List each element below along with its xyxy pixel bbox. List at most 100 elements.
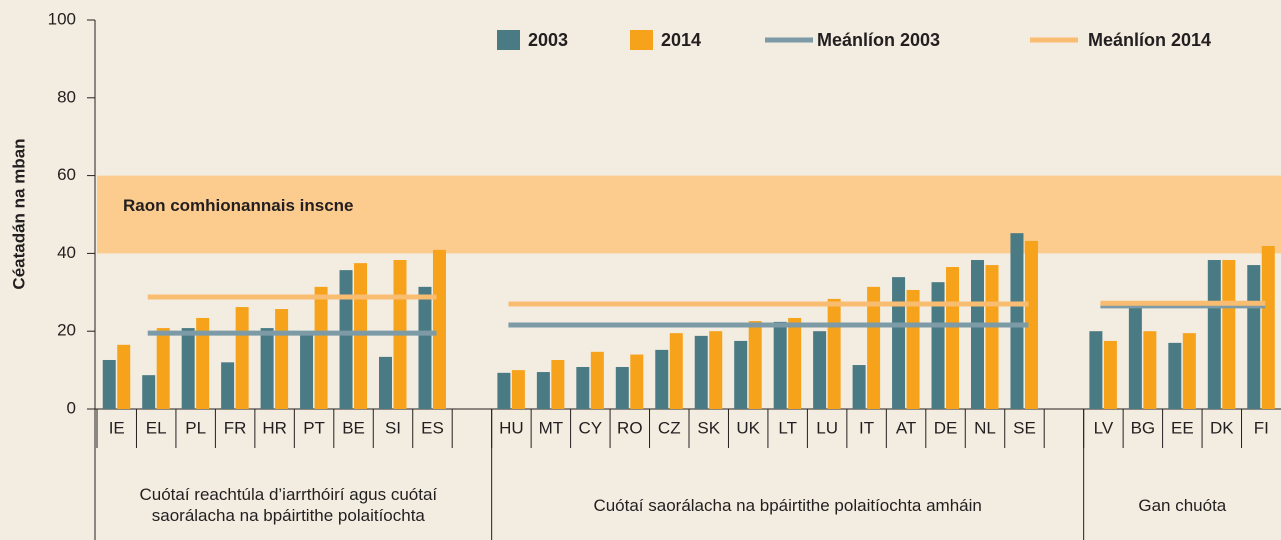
equality-band <box>97 175 1281 254</box>
bar <box>867 286 881 409</box>
bar <box>1103 340 1117 409</box>
legend-swatch <box>497 30 520 50</box>
bar <box>339 270 353 409</box>
x-tick-label: FI <box>1254 418 1269 437</box>
bar <box>536 372 550 409</box>
bar <box>630 354 644 409</box>
bar <box>117 344 131 409</box>
x-tick-label: SE <box>1013 418 1036 437</box>
x-tick-label: SI <box>385 418 401 437</box>
x-tick-label: HU <box>499 418 524 437</box>
bar <box>669 333 683 409</box>
x-tick-label: ES <box>421 418 444 437</box>
legend-label: Meánlíon 2003 <box>817 30 940 50</box>
x-tick-label: DK <box>1210 418 1234 437</box>
bar <box>511 370 525 409</box>
bar <box>221 362 235 409</box>
bar <box>852 365 866 409</box>
bar <box>1207 260 1221 409</box>
bar <box>971 260 984 409</box>
x-tick-label: LT <box>778 418 797 437</box>
x-tick-label: HR <box>262 418 287 437</box>
bar <box>314 286 328 409</box>
bar <box>1222 260 1236 409</box>
x-tick-label: LV <box>1094 418 1114 437</box>
bar <box>418 286 432 409</box>
x-tick-label: MT <box>539 418 564 437</box>
bar <box>354 263 368 409</box>
y-tick-label: 80 <box>57 87 76 106</box>
bar <box>1247 265 1261 409</box>
x-tick-label: AT <box>896 418 916 437</box>
x-tick-label: BG <box>1131 418 1156 437</box>
x-tick-label: BE <box>342 418 365 437</box>
legend-label: Meánlíon 2014 <box>1088 30 1211 50</box>
bar <box>734 340 748 409</box>
y-axis-label: Céatadán na mban <box>9 138 28 289</box>
bar <box>946 267 960 409</box>
bar <box>906 289 920 409</box>
bar <box>1010 233 1024 409</box>
x-tick-label: PT <box>303 418 325 437</box>
bar <box>773 321 787 409</box>
bar <box>1024 240 1038 409</box>
x-tick-label: PL <box>185 418 206 437</box>
legend-label: 2003 <box>528 30 568 50</box>
bar <box>576 366 590 409</box>
x-tick-label: EL <box>146 418 167 437</box>
bar <box>615 366 629 409</box>
bar <box>788 317 802 409</box>
bar <box>235 307 249 409</box>
bar <box>1261 246 1275 409</box>
bar <box>497 372 511 409</box>
bar <box>985 265 999 409</box>
bar <box>1128 307 1142 409</box>
bar <box>300 331 314 409</box>
bar <box>694 335 708 409</box>
x-tick-label: NL <box>974 418 996 437</box>
bar <box>551 359 565 409</box>
bar <box>275 309 289 409</box>
bar <box>379 356 392 409</box>
bar <box>709 331 723 409</box>
x-tick-label: CZ <box>658 418 681 437</box>
bar <box>196 317 210 409</box>
x-tick-label: CY <box>579 418 603 437</box>
y-tick-label: 100 <box>48 9 76 28</box>
bar <box>1089 331 1103 409</box>
legend-label: 2014 <box>661 30 701 50</box>
x-tick-label: IT <box>859 418 874 437</box>
group-label: Cuótaí saorálacha na bpáirtithe polaitío… <box>593 495 982 515</box>
bar <box>432 249 446 409</box>
bar <box>931 282 945 409</box>
bar <box>748 321 762 409</box>
bar <box>590 351 604 409</box>
x-tick-label: LU <box>816 418 838 437</box>
y-tick-label: 0 <box>67 398 76 417</box>
y-tick-label: 20 <box>57 321 76 340</box>
bar <box>260 328 274 409</box>
band-label: Raon comhionannais inscne <box>123 196 354 215</box>
bar <box>892 277 906 409</box>
x-tick-label: FR <box>224 418 247 437</box>
bar <box>813 331 827 409</box>
bar <box>142 375 156 409</box>
y-tick-label: 40 <box>57 243 76 262</box>
x-tick-label: IE <box>109 418 125 437</box>
x-tick-label: DE <box>934 418 958 437</box>
x-tick-label: EE <box>1171 418 1194 437</box>
bar <box>181 328 195 409</box>
legend-swatch <box>630 30 653 50</box>
bar <box>1143 331 1157 409</box>
group-label: Gan chuóta <box>1138 495 1227 515</box>
bar <box>102 359 116 409</box>
bar <box>655 349 669 409</box>
y-tick-label: 60 <box>57 165 76 184</box>
bar <box>1182 333 1196 409</box>
bar <box>827 298 841 409</box>
bar <box>156 328 170 409</box>
x-tick-label: UK <box>736 418 760 437</box>
x-tick-label: SK <box>697 418 720 437</box>
